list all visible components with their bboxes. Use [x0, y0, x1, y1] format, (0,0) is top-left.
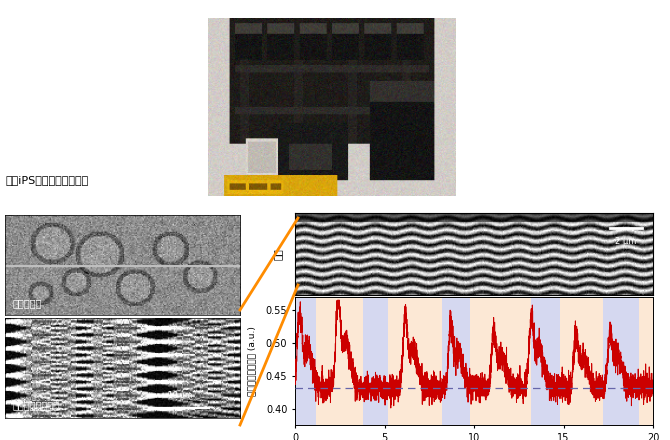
Bar — [531, 297, 560, 425]
Text: ヒトiPS細胞由来心筋細胞: ヒトiPS細胞由来心筋細胞 — [6, 176, 89, 185]
Text: 筋活性を表す指標 (a.u.): 筋活性を表す指標 (a.u.) — [247, 326, 257, 396]
Text: 開発した顕微鏡システム: 開発した顕微鏡システム — [289, 19, 381, 33]
Text: 明視野画像: 明視野画像 — [12, 298, 42, 308]
Bar — [639, 297, 653, 425]
Bar — [603, 297, 639, 425]
Bar — [363, 297, 388, 425]
Bar — [295, 297, 316, 425]
Bar — [442, 297, 470, 425]
Text: 2 μm: 2 μm — [616, 237, 637, 246]
Text: 位置: 位置 — [273, 248, 283, 260]
Text: 10 μm: 10 μm — [168, 391, 192, 400]
Bar — [388, 297, 442, 425]
Bar — [470, 297, 531, 425]
Bar — [316, 297, 363, 425]
Bar — [560, 297, 603, 425]
Text: 光第二高調波発生: 光第二高調波発生 — [12, 400, 59, 410]
